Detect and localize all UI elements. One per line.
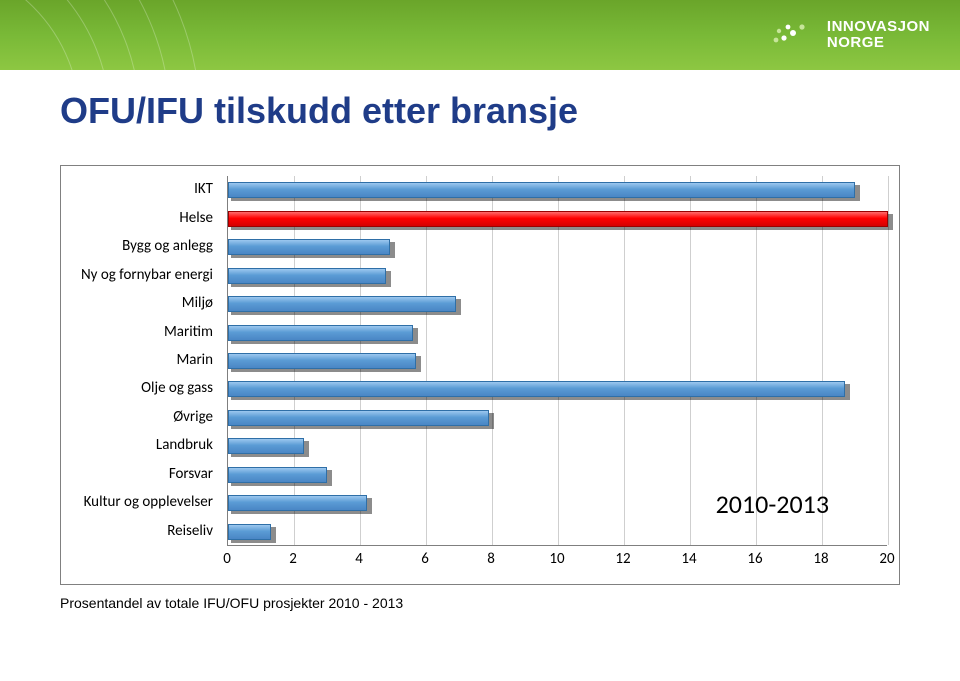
title-area: OFU/IFU tilskudd etter bransje <box>60 90 900 132</box>
gridline <box>690 176 691 545</box>
bar <box>228 524 271 540</box>
x-tick-label: 4 <box>355 550 363 568</box>
y-axis-label: Helse <box>179 211 213 226</box>
x-tick-label: 14 <box>681 550 696 568</box>
x-tick-label: 8 <box>487 550 495 568</box>
bar <box>228 495 367 511</box>
header-watermark <box>0 0 400 70</box>
y-axis-label: Marin <box>176 353 213 368</box>
gridline <box>888 176 889 545</box>
y-axis-label: Øvrige <box>173 410 213 425</box>
page-title: OFU/IFU tilskudd etter bransje <box>60 90 900 132</box>
logo-dots-icon <box>771 20 817 51</box>
y-axis-label: Kultur og opplevelser <box>84 495 213 510</box>
y-axis-label: Miljø <box>182 296 213 311</box>
header-band: INNOVASJON NORGE <box>0 0 960 70</box>
y-axis-label: Reiseliv <box>167 524 213 539</box>
y-axis-label: Forsvar <box>169 467 213 482</box>
y-axis-label: IKT <box>194 182 213 197</box>
y-axis-label: Bygg og anlegg <box>122 239 213 254</box>
bar <box>228 438 304 454</box>
y-axis-label: Olje og gass <box>141 381 213 396</box>
bar <box>228 325 413 341</box>
bar <box>228 381 845 397</box>
y-axis-label: Ny og fornybar energi <box>81 268 213 283</box>
y-axis-labels: IKT Helse Bygg og anlegg Ny og fornybar ene… <box>61 176 221 546</box>
x-tick-label: 20 <box>879 550 894 568</box>
gridline <box>624 176 625 545</box>
x-tick-label: 16 <box>747 550 762 568</box>
chart-container: IKT Helse Bygg og anlegg Ny og fornybar ene… <box>60 165 900 585</box>
x-tick-label: 6 <box>421 550 429 568</box>
x-tick-label: 2 <box>289 550 297 568</box>
bar <box>228 353 416 369</box>
gridline <box>426 176 427 545</box>
x-axis-labels: 02468101214161820 <box>227 550 887 570</box>
bar <box>228 239 390 255</box>
bar <box>228 467 327 483</box>
bar <box>228 296 456 312</box>
brand-line1: INNOVASJON <box>827 18 930 35</box>
y-axis-label: Maritim <box>164 325 213 340</box>
brand-logo-text: INNOVASJON NORGE <box>827 19 930 51</box>
x-tick-label: 18 <box>813 550 828 568</box>
legend-label: 2010-2013 <box>716 488 829 520</box>
brand-logo: INNOVASJON NORGE <box>771 18 930 52</box>
bar <box>228 410 489 426</box>
y-axis-label: Landbruk <box>156 438 213 453</box>
bar <box>228 268 386 284</box>
x-tick-label: 0 <box>223 550 231 568</box>
bar-highlight <box>228 211 888 227</box>
bar <box>228 182 855 198</box>
gridline <box>558 176 559 545</box>
x-tick-label: 12 <box>615 550 630 568</box>
x-tick-label: 10 <box>549 550 564 568</box>
brand-line2: NORGE <box>827 34 885 51</box>
gridline <box>492 176 493 545</box>
chart-caption: Prosentandel av totale IFU/OFU prosjekte… <box>60 595 403 611</box>
